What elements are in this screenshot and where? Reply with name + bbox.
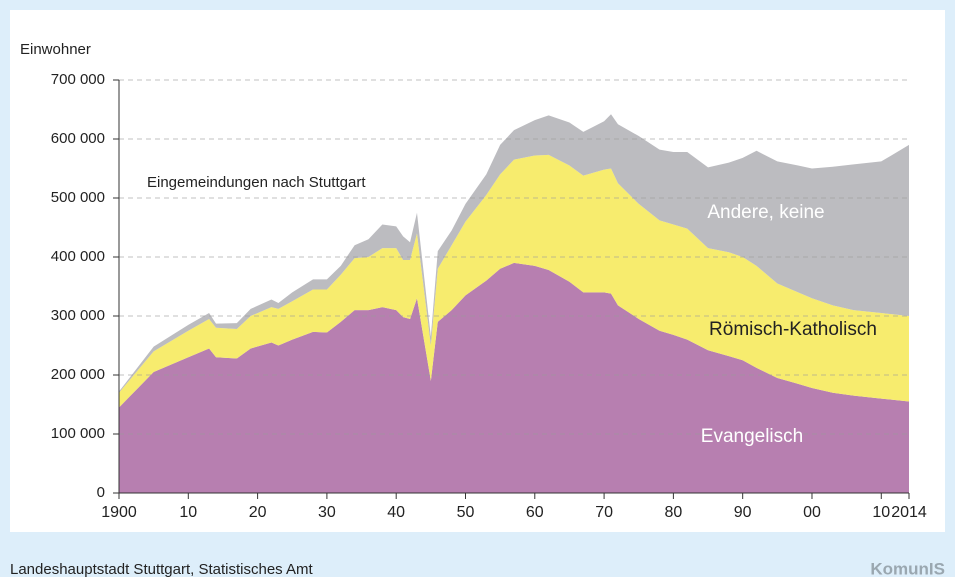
source: Landeshauptstadt Stuttgart, Statistische… — [10, 561, 314, 577]
y-tick-label: 600 000 — [51, 130, 105, 147]
annotation: Eingemeindungen nach Stuttgart — [147, 174, 366, 191]
x-tick-label: 2014 — [891, 504, 927, 521]
y-tick-label: 0 — [97, 484, 105, 501]
series-label: Evangelisch — [701, 426, 803, 447]
y-tick-label: 400 000 — [51, 248, 105, 265]
x-tick-label: 50 — [457, 504, 475, 521]
x-tick-label: 00 — [803, 504, 821, 521]
x-tick-label: 20 — [249, 504, 267, 521]
series-label: Römisch-Katholisch — [709, 319, 877, 340]
x-tick-label: 60 — [526, 504, 544, 521]
area — [119, 154, 909, 408]
y-tick-label: 200 000 — [51, 366, 105, 383]
y-tick-label: 500 000 — [51, 189, 105, 206]
x-tick-label: 90 — [734, 504, 752, 521]
y-tick-label: 300 000 — [51, 307, 105, 324]
logo: KomunIS — [870, 559, 945, 577]
y-axis-label: Einwohner — [20, 41, 91, 58]
x-tick-label: 10 — [179, 504, 197, 521]
y-tick-label: 700 000 — [51, 71, 105, 88]
area — [119, 262, 909, 493]
series-label: Andere, keine — [707, 202, 824, 223]
x-tick-label: 80 — [664, 504, 682, 521]
x-tick-label: 1900 — [101, 504, 137, 521]
x-tick-label: 40 — [387, 504, 405, 521]
x-tick-label: 30 — [318, 504, 336, 521]
area — [119, 114, 909, 393]
y-tick-label: 100 000 — [51, 425, 105, 442]
x-tick-label: 70 — [595, 504, 613, 521]
x-tick-label: 10 — [872, 504, 890, 521]
